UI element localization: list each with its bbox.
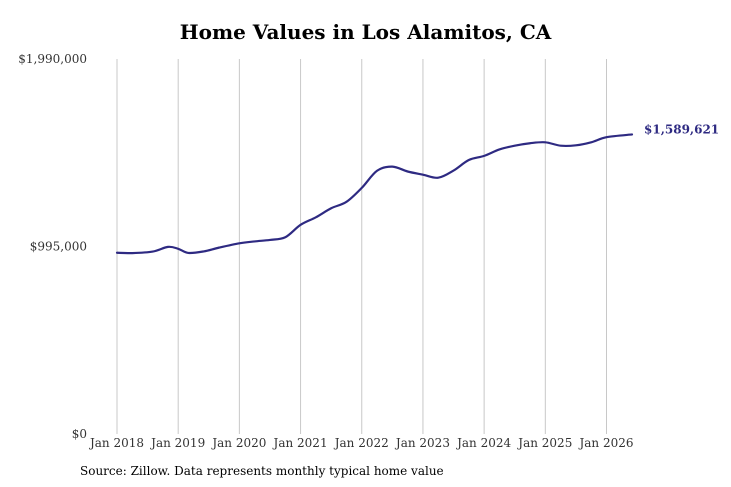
source-note: Source: Zillow. Data represents monthly … bbox=[80, 464, 444, 478]
series-line bbox=[115, 133, 634, 255]
x-tick-label: Jan 2023 bbox=[394, 436, 450, 450]
x-tick-label: Jan 2022 bbox=[333, 436, 389, 450]
y-tick-label: $995,000 bbox=[30, 240, 87, 254]
gridlines bbox=[116, 59, 608, 434]
x-tick-label: Jan 2026 bbox=[577, 436, 633, 450]
y-tick-label: $1,990,000 bbox=[18, 52, 87, 66]
series-end-value-label: $1,589,621 bbox=[644, 122, 719, 136]
x-tick-label: Jan 2020 bbox=[210, 436, 266, 450]
x-tick-label: Jan 2019 bbox=[149, 436, 205, 450]
x-axis-ticks: Jan 2018 Jan 2019 Jan 2020 Jan 2021 Jan 2022… bbox=[88, 436, 634, 450]
x-tick-label: Jan 2021 bbox=[272, 436, 328, 450]
y-tick-label: $0 bbox=[72, 427, 87, 441]
x-tick-label: Jan 2018 bbox=[88, 436, 144, 450]
chart-title: Home Values in Los Alamitos, CA bbox=[179, 20, 552, 44]
x-tick-label: Jan 2025 bbox=[516, 436, 572, 450]
y-axis-ticks: $0 $995,000 $1,990,000 bbox=[18, 52, 87, 441]
series-layer: $1,589,621 bbox=[115, 122, 719, 255]
x-tick-label: Jan 2024 bbox=[455, 436, 511, 450]
